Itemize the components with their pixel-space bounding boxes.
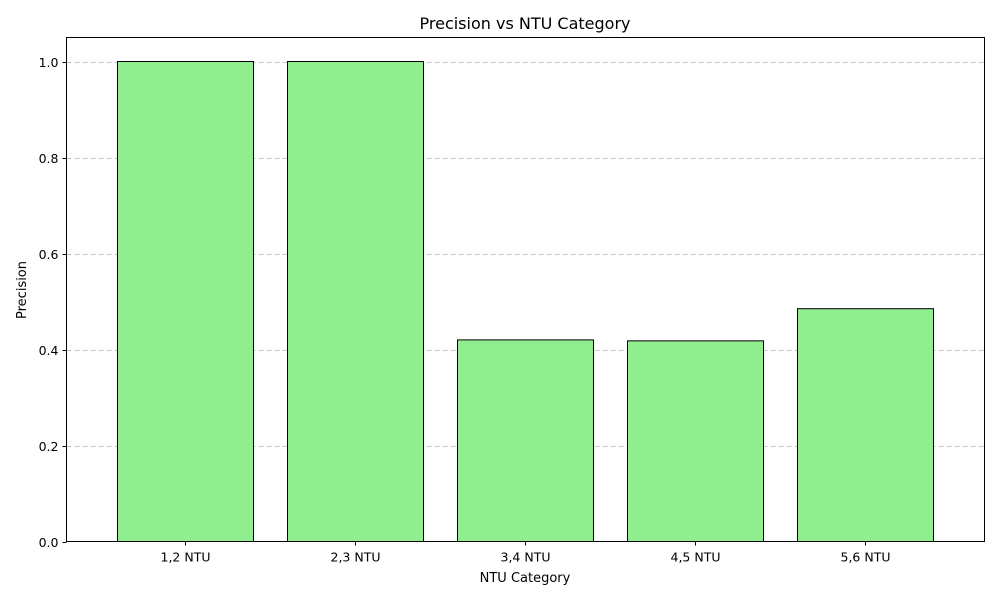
chart-title: Precision vs NTU Category bbox=[420, 14, 631, 33]
bars-layer bbox=[117, 61, 934, 543]
x-tick-label: 3,4 NTU bbox=[501, 550, 551, 565]
bar bbox=[287, 61, 424, 542]
x-axis-label: NTU Category bbox=[480, 571, 571, 586]
y-tick-label: 1.0 bbox=[39, 55, 59, 70]
x-tick-label: 4,5 NTU bbox=[671, 550, 721, 565]
y-tick-label: 0.6 bbox=[39, 247, 59, 262]
y-tick-label: 0.8 bbox=[39, 151, 59, 166]
y-tick-label: 0.0 bbox=[39, 535, 59, 550]
y-tick-label: 0.2 bbox=[39, 439, 59, 454]
bar bbox=[457, 339, 594, 542]
x-tick-label: 1,2 NTU bbox=[161, 550, 211, 565]
x-tick-label: 5,6 NTU bbox=[841, 550, 891, 565]
bar bbox=[797, 308, 934, 543]
y-axis: 0.0 0.2 0.4 0.6 0.8 1.0 bbox=[39, 55, 67, 550]
y-tick-label: 0.4 bbox=[39, 343, 59, 358]
x-axis: 1,2 NTU 2,3 NTU 3,4 NTU 4,5 NTU 5,6 NTU bbox=[161, 541, 891, 565]
bar bbox=[117, 61, 254, 542]
bar bbox=[627, 340, 764, 542]
y-axis-label: Precision bbox=[15, 261, 30, 319]
x-tick-label: 2,3 NTU bbox=[331, 550, 381, 565]
